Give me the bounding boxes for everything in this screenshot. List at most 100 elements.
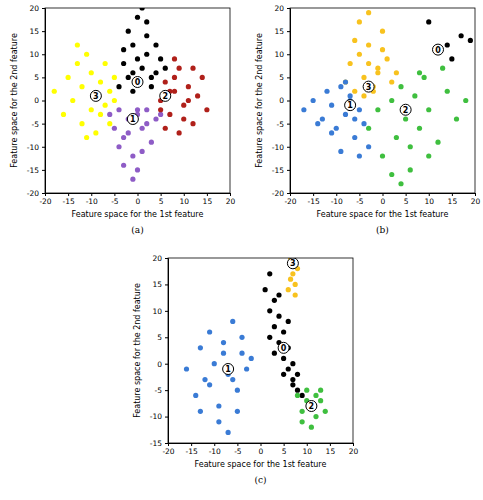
tick: 20 xyxy=(471,193,481,206)
tick-mark xyxy=(330,443,331,446)
tick: -20 xyxy=(27,189,45,198)
tick: -10 xyxy=(331,193,343,206)
tick-mark xyxy=(165,311,168,312)
tick-mark xyxy=(42,170,45,171)
centroid xyxy=(127,114,138,125)
tick-mark xyxy=(42,101,45,102)
point xyxy=(357,107,362,112)
point xyxy=(290,377,295,382)
point xyxy=(107,121,112,126)
point xyxy=(226,430,231,435)
tick-mark xyxy=(114,193,115,196)
tick: 5 xyxy=(159,193,164,206)
tick: -10 xyxy=(150,412,168,421)
tick-label: 20 xyxy=(226,197,236,206)
tick-label: 20 xyxy=(152,254,162,263)
axis-line xyxy=(291,194,476,197)
cluster xyxy=(286,258,300,298)
point xyxy=(61,112,66,117)
point xyxy=(153,70,158,75)
point xyxy=(221,351,226,356)
tick-label: 15 xyxy=(29,27,39,36)
point xyxy=(158,107,163,112)
point xyxy=(235,388,240,393)
point xyxy=(281,356,286,361)
centroid xyxy=(160,90,171,101)
tick-mark xyxy=(42,124,45,125)
point xyxy=(140,66,145,71)
tick-mark xyxy=(165,364,168,365)
point xyxy=(158,56,163,61)
cluster xyxy=(107,107,163,182)
point xyxy=(357,52,362,57)
centroid xyxy=(433,44,444,55)
tick-label: -10 xyxy=(27,143,39,152)
point xyxy=(329,130,334,135)
point xyxy=(98,79,103,84)
point xyxy=(144,19,149,24)
centroid xyxy=(363,81,374,92)
tick: -15 xyxy=(308,193,320,206)
tick-label: -10 xyxy=(272,143,284,152)
point xyxy=(348,61,353,66)
tick: -5 xyxy=(277,120,290,129)
point xyxy=(186,84,191,89)
tick: -5 xyxy=(111,193,119,206)
point xyxy=(385,56,390,61)
tick: 0 xyxy=(34,96,45,105)
plot-area xyxy=(301,10,473,186)
y-axis: -20-15-10-505101520 xyxy=(272,4,291,198)
tick-mark xyxy=(42,8,45,9)
point xyxy=(163,66,168,71)
tick: -15 xyxy=(63,193,75,206)
point xyxy=(198,345,203,350)
point xyxy=(126,130,131,135)
x-axis: -20-15-10-505101520 xyxy=(284,193,480,206)
panel: 3012-20-15-10-505101520-20-15-10-5051015… xyxy=(10,4,235,235)
point xyxy=(366,126,371,131)
point xyxy=(445,42,450,47)
x-axis-title: Feature space for the 1st feature xyxy=(72,210,204,219)
point xyxy=(324,89,329,94)
point xyxy=(366,42,371,47)
tick-label: -15 xyxy=(308,197,320,206)
centroid-label: 2 xyxy=(309,402,315,411)
point xyxy=(144,121,149,126)
tick-label: -15 xyxy=(186,447,198,456)
point xyxy=(281,329,286,334)
point xyxy=(107,112,112,117)
tick-label: 10 xyxy=(152,307,162,316)
point xyxy=(103,103,108,108)
point xyxy=(135,15,140,20)
point xyxy=(276,314,281,319)
point xyxy=(286,287,291,292)
tick-mark xyxy=(287,54,290,55)
point xyxy=(140,126,145,131)
tick-label: -15 xyxy=(63,197,75,206)
panel-caption: (a) xyxy=(131,225,143,235)
centroid-label: 2 xyxy=(403,106,409,115)
point xyxy=(177,66,182,71)
point xyxy=(440,66,445,71)
point xyxy=(135,167,140,172)
point xyxy=(149,84,154,89)
plot-area xyxy=(184,258,328,435)
centroid xyxy=(306,401,317,412)
tick: -20 xyxy=(272,189,290,198)
centroid-label: 2 xyxy=(162,92,168,101)
tick-mark xyxy=(165,417,168,418)
tick: -5 xyxy=(155,386,168,395)
point xyxy=(366,10,371,15)
tick: 10 xyxy=(29,50,45,59)
point xyxy=(216,403,221,408)
point xyxy=(158,112,163,117)
tick: -15 xyxy=(272,166,290,175)
tick-label: -5 xyxy=(32,120,40,129)
tick-mark xyxy=(165,258,168,259)
point xyxy=(193,393,198,398)
tick: 10 xyxy=(179,193,189,206)
point xyxy=(389,98,394,103)
tick-mark xyxy=(287,193,290,194)
point xyxy=(315,121,320,126)
centroid xyxy=(223,364,234,375)
